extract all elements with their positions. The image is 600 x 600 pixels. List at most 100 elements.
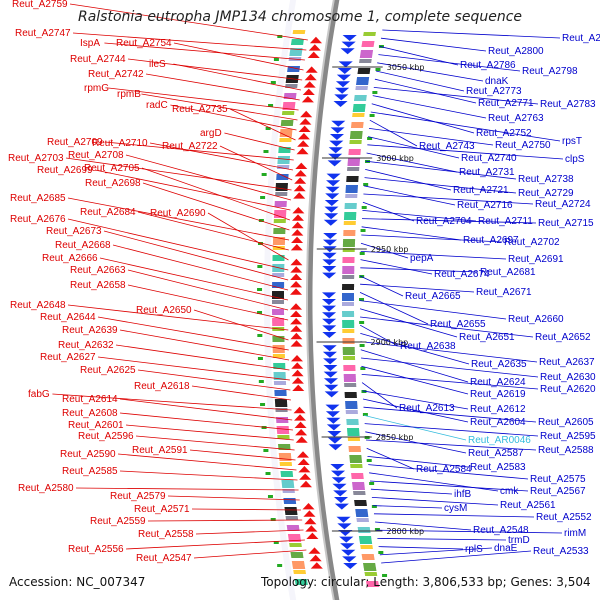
right-label-leader [360,267,479,273]
left-label-leaders [52,3,308,559]
cog-block-outer [275,192,288,196]
cog-block-inner [349,455,363,463]
cog-block-outer [272,255,285,261]
forward-gene-arrow [290,258,303,266]
left-label-leader [141,167,291,221]
left-gene-label: Reut_A2559 [90,516,146,527]
feature-tick [273,541,279,544]
forward-gene-arrow [301,96,314,103]
reverse-gene-arrow [328,147,343,154]
right-gene-label: Reut_A2740 [461,153,517,164]
reverse-gene-arrow [322,266,337,272]
left-gene-label: Reut_A2556 [68,544,124,555]
right-gene-label: Reut_A2763 [488,113,544,124]
left-label-leader [108,87,299,111]
cog-block-outer [285,516,299,520]
cog-block-inner [343,230,356,236]
reverse-gene-arrow [332,483,347,490]
cog-block-outer [285,84,298,88]
left-gene-label: Reut_A2698 [85,178,141,189]
right-gene-label: Reut_A2704 [416,216,472,227]
forward-gene-arrow [291,221,304,229]
left-label-leader [119,412,293,431]
right-gene-label: Reut_A2660 [508,314,564,325]
cog-block-inner [355,86,368,90]
cog-block-outer [280,471,294,477]
right-label-leader [365,160,517,180]
cog-block-outer [276,174,289,180]
forward-gene-arrow [305,66,318,73]
left-label-leader [229,108,296,141]
cog-block-inner [359,50,374,58]
right-label-leader [367,456,469,468]
left-gene-label: Reut_A2690 [150,208,206,219]
right-gene-label: Reut_A2773 [466,86,522,97]
reverse-gene-arrow [324,200,339,206]
reverse-gene-arrow [322,292,337,299]
left-gene-label: Reut_A2644 [40,312,96,323]
left-gene-label: argD [200,128,222,139]
right-label-leader [359,300,507,320]
feature-tick [267,495,273,498]
right-gene-label: Reut_A2583 [470,462,526,473]
right-label-leader [373,513,535,518]
right-label-leader [364,177,517,194]
right-gene-label: Reut_A2800 [488,46,544,57]
feature-tick [362,413,368,416]
reverse-gene-arrow [325,411,340,418]
cog-block-outer [274,390,287,396]
left-gene-label: Reut_A2648 [10,300,66,311]
left-label-leader [119,329,290,361]
forward-gene-arrow [302,88,315,95]
feature-tick [360,229,366,232]
cog-block-outer [272,318,285,326]
feature-tick [260,196,266,199]
cog-block-outer [277,156,291,164]
feature-tick [359,298,365,301]
cog-block-inner [348,149,361,155]
reverse-gene-arrow [322,318,337,325]
right-gene-label: Reut_A2702 [504,237,560,248]
reverse-gene-arrow [328,153,343,160]
reverse-gene-arrow [326,173,341,180]
left-gene-label: radC [146,100,168,111]
forward-gene-arrow [307,51,320,58]
forward-gene-arrow [291,362,304,369]
feature-tick [257,288,263,291]
reverse-gene-arrow [335,87,350,94]
right-gene-label: Reut_AR0046 [468,435,531,446]
right-gene-label: rimM [564,528,586,539]
cog-block-outer [282,102,296,110]
right-gene-label: Reut_A2619 [470,389,526,400]
forward-gene-arrow [290,318,303,325]
feature-tick [378,551,384,554]
left-gene-label: Reut_A2754 [116,38,172,49]
feature-tick [363,183,369,186]
right-label-leader [381,550,532,564]
forward-gene-arrow [308,44,321,51]
cog-block-outer [281,111,295,115]
left-gene-label: Reut_A2608 [62,408,118,419]
cog-block-inner [352,113,365,117]
right-gene-label: rplS [465,544,483,555]
cog-block-inner [343,374,356,382]
genome-backbone [307,0,340,600]
right-gene-label: Reut_A2638 [400,341,456,352]
forward-gene-arrow [293,406,306,414]
right-label-leader [360,251,507,260]
cog-block-inner [352,104,366,112]
feature-tick [359,321,365,324]
left-gene-label: Reut_A2747 [15,28,71,39]
forward-gene-arrow [296,451,310,458]
left-gene-label: Reut_A2625 [80,365,136,376]
left-label-leader [97,316,289,351]
reverse-gene-arrow [330,127,345,134]
left-label-leader [117,453,297,471]
cog-block-inner [342,338,355,344]
left-gene-label: Reut_A2735 [172,104,228,115]
right-gene-label: Reut_A2738 [518,174,574,185]
reverse-gene-arrow [336,516,351,523]
left-label-leader [69,3,308,41]
right-label-leader [370,488,453,495]
right-label-leader [380,37,487,52]
